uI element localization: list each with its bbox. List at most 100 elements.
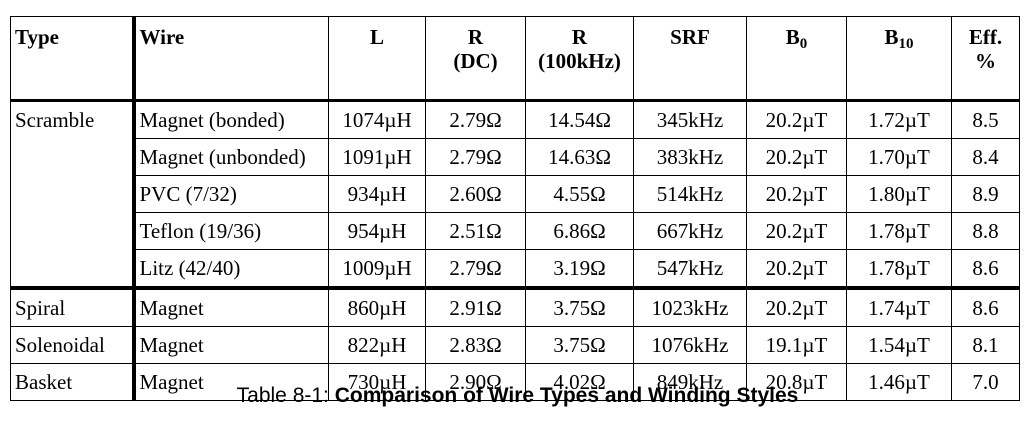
cell-r-dc: 2.51Ω bbox=[425, 212, 526, 250]
header-srf: SRF bbox=[633, 16, 747, 101]
cell-b10: 1.78µT bbox=[846, 249, 952, 289]
caption-prefix: Table 8-1: bbox=[236, 384, 335, 407]
cell-b10: 1.72µT bbox=[846, 100, 952, 139]
header-efficiency: Eff.% bbox=[951, 16, 1020, 101]
cell-r-dc: 2.79Ω bbox=[425, 138, 526, 176]
table-row: Solenoidal Magnet 822µH 2.83Ω 3.75Ω 1076… bbox=[10, 326, 1020, 364]
header-b10-sub: 10 bbox=[898, 36, 914, 52]
cell-b10: 1.74µT bbox=[846, 286, 952, 327]
table-row: Scramble Magnet (bonded) 1074µH 2.79Ω 14… bbox=[10, 100, 1020, 139]
cell-r-ac: 6.86Ω bbox=[525, 212, 634, 250]
table-row: PVC (7/32) 934µH 2.60Ω 4.55Ω 514kHz 20.2… bbox=[10, 175, 1020, 213]
cell-r-ac: 3.75Ω bbox=[525, 286, 634, 327]
cell-efficiency: 7.0 bbox=[951, 363, 1020, 401]
header-r-dc-line1: R bbox=[467, 25, 484, 49]
cell-b10: 1.78µT bbox=[846, 212, 952, 250]
header-b0-sub: 0 bbox=[799, 36, 808, 52]
cell-srf: 1023kHz bbox=[633, 286, 747, 327]
header-r-ac-line2: (100kHz) bbox=[538, 49, 621, 73]
cell-inductance: 1074µH bbox=[328, 100, 426, 139]
cell-type bbox=[10, 175, 134, 213]
header-row: Type Wire L R (DC) R (100kHz) SRF B0 B10 E… bbox=[10, 16, 1020, 101]
header-b0-main: B bbox=[785, 25, 800, 49]
table-row: Litz (42/40) 1009µH 2.79Ω 3.19Ω 547kHz 2… bbox=[10, 249, 1020, 289]
header-eff-line1: Eff. bbox=[968, 25, 1003, 49]
cell-b10: 1.46µT bbox=[846, 363, 952, 401]
cell-r-ac: 3.75Ω bbox=[525, 326, 634, 364]
cell-wire: Magnet bbox=[131, 363, 329, 401]
cell-r-dc: 2.79Ω bbox=[425, 249, 526, 289]
table-row: Basket Magnet 730µH 2.90Ω 4.02Ω 849kHz 2… bbox=[10, 363, 1020, 401]
cell-r-ac: 14.54Ω bbox=[525, 100, 634, 139]
cell-srf: 1076kHz bbox=[633, 326, 747, 364]
cell-wire: Magnet bbox=[131, 286, 329, 327]
cell-srf: 345kHz bbox=[633, 100, 747, 139]
cell-b0: 20.2µT bbox=[746, 175, 847, 213]
cell-efficiency: 8.8 bbox=[951, 212, 1020, 250]
cell-r-dc: 2.91Ω bbox=[425, 286, 526, 327]
header-wire: Wire bbox=[131, 16, 329, 101]
cell-inductance: 860µH bbox=[328, 286, 426, 327]
header-b10-main: B bbox=[884, 25, 899, 49]
cell-efficiency: 8.1 bbox=[951, 326, 1020, 364]
table-row: Teflon (19/36) 954µH 2.51Ω 6.86Ω 667kHz … bbox=[10, 212, 1020, 250]
cell-r-ac: 3.19Ω bbox=[525, 249, 634, 289]
cell-type: Spiral bbox=[10, 286, 134, 327]
cell-type: Solenoidal bbox=[10, 326, 134, 364]
cell-inductance: 730µH bbox=[328, 363, 426, 401]
cell-inductance: 1009µH bbox=[328, 249, 426, 289]
cell-inductance: 822µH bbox=[328, 326, 426, 364]
header-r-ac-line1: R bbox=[571, 25, 588, 49]
cell-r-dc: 2.60Ω bbox=[425, 175, 526, 213]
table-caption: Table 8-1: Comparison of Wire Types and … bbox=[0, 384, 1035, 408]
cell-r-dc: 2.79Ω bbox=[425, 100, 526, 139]
cell-inductance: 1091µH bbox=[328, 138, 426, 176]
cell-wire: Magnet (bonded) bbox=[131, 100, 329, 139]
cell-wire: Teflon (19/36) bbox=[131, 212, 329, 250]
cell-type bbox=[10, 249, 134, 289]
cell-b0: 20.2µT bbox=[746, 212, 847, 250]
cell-type: Scramble bbox=[10, 100, 134, 139]
header-r-dc: R (DC) bbox=[425, 16, 526, 101]
header-type: Type bbox=[10, 16, 134, 101]
cell-wire: PVC (7/32) bbox=[131, 175, 329, 213]
cell-type bbox=[10, 138, 134, 176]
cell-efficiency: 8.9 bbox=[951, 175, 1020, 213]
cell-type: Basket bbox=[10, 363, 134, 401]
cell-wire: Magnet bbox=[131, 326, 329, 364]
caption-title: Comparison of Wire Types and Winding Sty… bbox=[334, 384, 799, 407]
cell-b0: 20.2µT bbox=[746, 100, 847, 139]
cell-b0: 20.2µT bbox=[746, 249, 847, 289]
cell-srf: 514kHz bbox=[633, 175, 747, 213]
cell-srf: 547kHz bbox=[633, 249, 747, 289]
cell-wire: Magnet (unbonded) bbox=[131, 138, 329, 176]
cell-b10: 1.80µT bbox=[846, 175, 952, 213]
cell-b10: 1.54µT bbox=[846, 326, 952, 364]
cell-r-ac: 4.55Ω bbox=[525, 175, 634, 213]
cell-type bbox=[10, 212, 134, 250]
cell-b10: 1.70µT bbox=[846, 138, 952, 176]
header-b10: B10 bbox=[846, 16, 952, 101]
cell-r-dc: 2.83Ω bbox=[425, 326, 526, 364]
cell-b0: 19.1µT bbox=[746, 326, 847, 364]
header-eff-line2: % bbox=[975, 49, 996, 73]
header-inductance: L bbox=[328, 16, 426, 101]
cell-srf: 383kHz bbox=[633, 138, 747, 176]
cell-b0: 20.2µT bbox=[746, 138, 847, 176]
table-row: Spiral Magnet 860µH 2.91Ω 3.75Ω 1023kHz … bbox=[10, 286, 1020, 327]
cell-r-ac: 14.63Ω bbox=[525, 138, 634, 176]
table-row: Magnet (unbonded) 1091µH 2.79Ω 14.63Ω 38… bbox=[10, 138, 1020, 176]
cell-efficiency: 8.4 bbox=[951, 138, 1020, 176]
cell-srf: 667kHz bbox=[633, 212, 747, 250]
cell-inductance: 934µH bbox=[328, 175, 426, 213]
cell-efficiency: 8.6 bbox=[951, 286, 1020, 327]
cell-srf: 849kHz bbox=[633, 363, 747, 401]
cell-b0: 20.8µT bbox=[746, 363, 847, 401]
header-r-ac: R (100kHz) bbox=[525, 16, 634, 101]
cell-wire: Litz (42/40) bbox=[131, 249, 329, 289]
cell-b0: 20.2µT bbox=[746, 286, 847, 327]
cell-inductance: 954µH bbox=[328, 212, 426, 250]
cell-efficiency: 8.6 bbox=[951, 249, 1020, 289]
cell-r-dc: 2.90Ω bbox=[425, 363, 526, 401]
comparison-table: Type Wire L R (DC) R (100kHz) SRF B0 B10 E… bbox=[10, 16, 1020, 401]
